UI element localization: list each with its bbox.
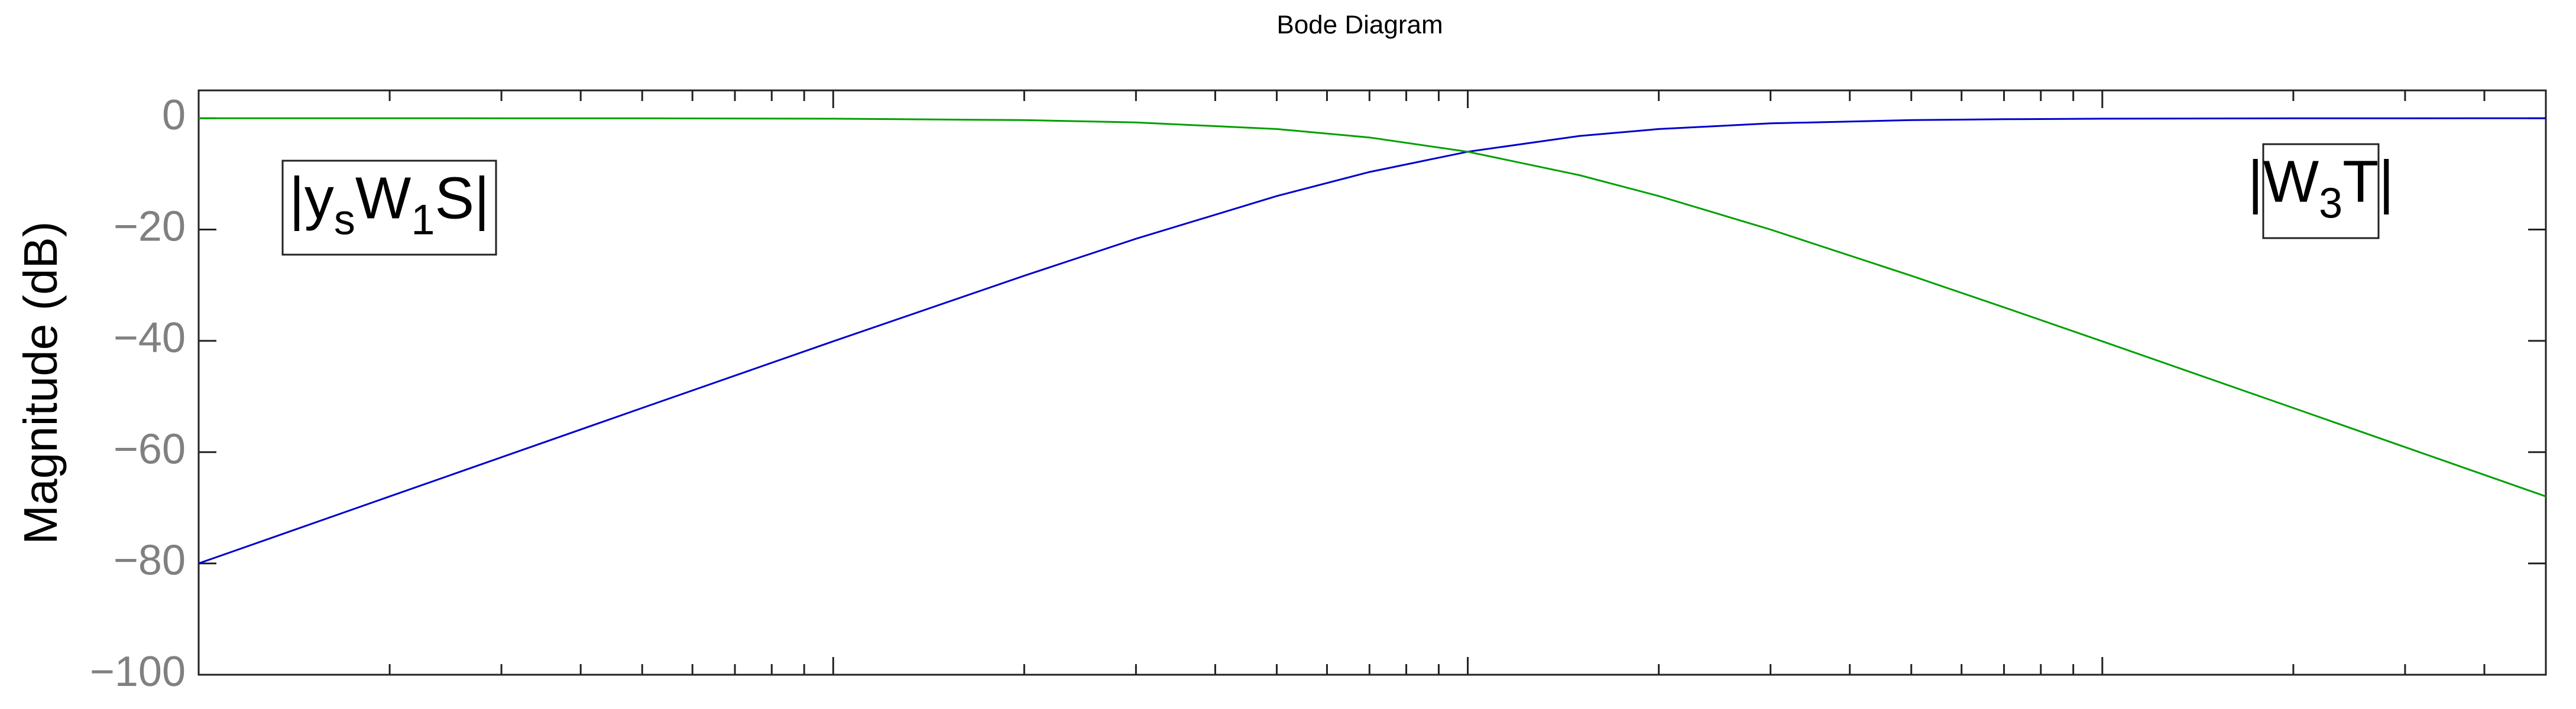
annotation-part: |W xyxy=(2248,149,2319,215)
y-tick-label: −60 xyxy=(114,425,186,473)
annotation-box xyxy=(281,160,497,256)
y-axis-label: Magnitude (dB) xyxy=(14,222,67,545)
line xyxy=(198,117,2546,565)
annotation-part: 3 xyxy=(2319,180,2342,227)
line xyxy=(199,117,2546,497)
annotation-part: |y xyxy=(289,165,334,232)
y-tick-label: −100 xyxy=(90,648,186,695)
plot-frame xyxy=(197,89,2547,676)
y-tick-label: −40 xyxy=(114,314,186,362)
y-tick-label: 0 xyxy=(162,92,186,139)
y-tick-label: −80 xyxy=(114,537,186,584)
annotation-part: 1 xyxy=(411,197,435,244)
annotation-part: S| xyxy=(435,165,490,232)
annotation-part: W xyxy=(355,165,411,232)
annotation-part: T| xyxy=(2342,149,2394,215)
annotation-part: s xyxy=(334,197,355,244)
annotation: |W3T| xyxy=(2248,149,2394,227)
annotation-box xyxy=(2262,143,2380,239)
annotation: |ysW1S| xyxy=(289,165,490,244)
y-tick-label: −20 xyxy=(114,203,186,250)
chart-title: Bode Diagram xyxy=(1276,11,1443,40)
